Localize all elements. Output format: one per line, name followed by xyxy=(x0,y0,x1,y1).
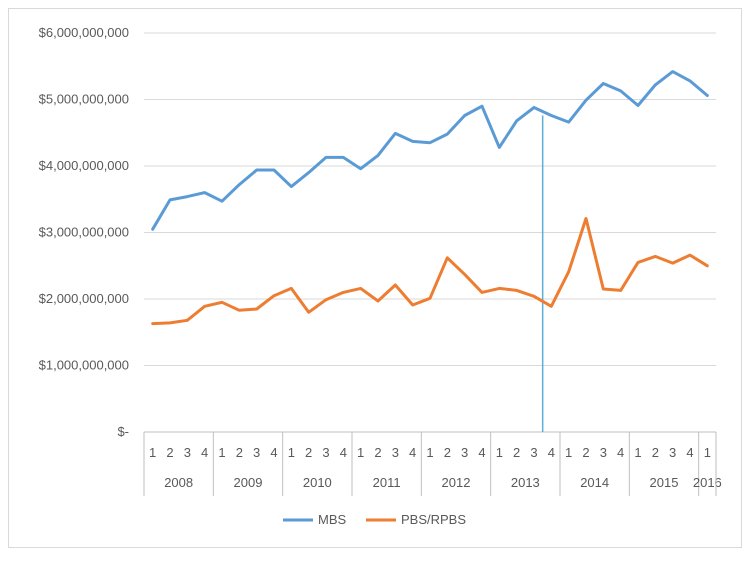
x-tick-label-quarter: 3 xyxy=(322,445,329,460)
x-tick-label-quarter: 3 xyxy=(184,445,191,460)
y-tick-label: $- xyxy=(117,424,129,439)
x-tick-label-quarter: 2 xyxy=(513,445,520,460)
x-tick-label-year: 2015 xyxy=(650,475,679,490)
x-tick-label-quarter: 3 xyxy=(530,445,537,460)
x-tick-label-quarter: 1 xyxy=(288,445,295,460)
x-tick-label-quarter: 4 xyxy=(548,445,555,460)
x-tick-label-quarter: 4 xyxy=(201,445,208,460)
x-tick-label-year: 2013 xyxy=(511,475,540,490)
x-tick-label-quarter: 4 xyxy=(409,445,416,460)
x-tick-label-quarter: 2 xyxy=(374,445,381,460)
x-tick-label-quarter: 1 xyxy=(634,445,641,460)
x-tick-label-year: 2011 xyxy=(373,475,401,490)
y-tick-label: $4,000,000,000 xyxy=(39,158,129,173)
x-tick-label-quarter: 1 xyxy=(357,445,364,460)
x-tick-label-quarter: 3 xyxy=(253,445,260,460)
x-tick-label-year: 2016 xyxy=(693,475,722,490)
x-tick-label-quarter: 1 xyxy=(704,445,711,460)
x-tick-label-quarter: 2 xyxy=(166,445,173,460)
series-line-pbs-rpbs xyxy=(151,217,709,326)
x-tick-label-quarter: 2 xyxy=(444,445,451,460)
x-tick-label-quarter: 1 xyxy=(149,445,156,460)
x-tick-label-quarter: 2 xyxy=(305,445,312,460)
y-tick-label: $2,000,000,000 xyxy=(39,291,129,306)
x-tick-label-quarter: 2 xyxy=(582,445,589,460)
x-tick-label-quarter: 1 xyxy=(218,445,225,460)
x-tick-label-quarter: 1 xyxy=(426,445,433,460)
chart-frame xyxy=(8,8,742,548)
x-tick-label-quarter: 3 xyxy=(392,445,399,460)
x-tick-label-quarter: 1 xyxy=(565,445,572,460)
x-tick-label-quarter: 1 xyxy=(496,445,503,460)
y-tick-label: $6,000,000,000 xyxy=(39,25,129,40)
legend-label: PBS/RPBS xyxy=(401,512,466,527)
x-tick-label-quarter: 4 xyxy=(340,445,347,460)
x-tick-label-year: 2014 xyxy=(580,475,609,490)
legend-label: MBS xyxy=(318,512,347,527)
x-tick-label-year: 2008 xyxy=(164,475,193,490)
y-tick-label: $3,000,000,000 xyxy=(39,225,129,240)
x-tick-label-quarter: 2 xyxy=(652,445,659,460)
x-tick-label-quarter: 3 xyxy=(600,445,607,460)
x-tick-label-year: 2010 xyxy=(303,475,332,490)
series-line-mbs xyxy=(151,70,709,231)
x-tick-label-year: 2012 xyxy=(442,475,471,490)
x-tick-label-quarter: 4 xyxy=(617,445,624,460)
y-tick-label: $5,000,000,000 xyxy=(39,92,129,107)
x-tick-label-quarter: 4 xyxy=(686,445,693,460)
x-tick-label-quarter: 3 xyxy=(461,445,468,460)
x-tick-label-quarter: 4 xyxy=(478,445,485,460)
x-tick-label-quarter: 3 xyxy=(669,445,676,460)
x-tick-label-quarter: 2 xyxy=(236,445,243,460)
x-tick-label-year: 2009 xyxy=(234,475,263,490)
y-tick-label: $1,000,000,000 xyxy=(39,358,129,373)
x-tick-label-quarter: 4 xyxy=(270,445,277,460)
